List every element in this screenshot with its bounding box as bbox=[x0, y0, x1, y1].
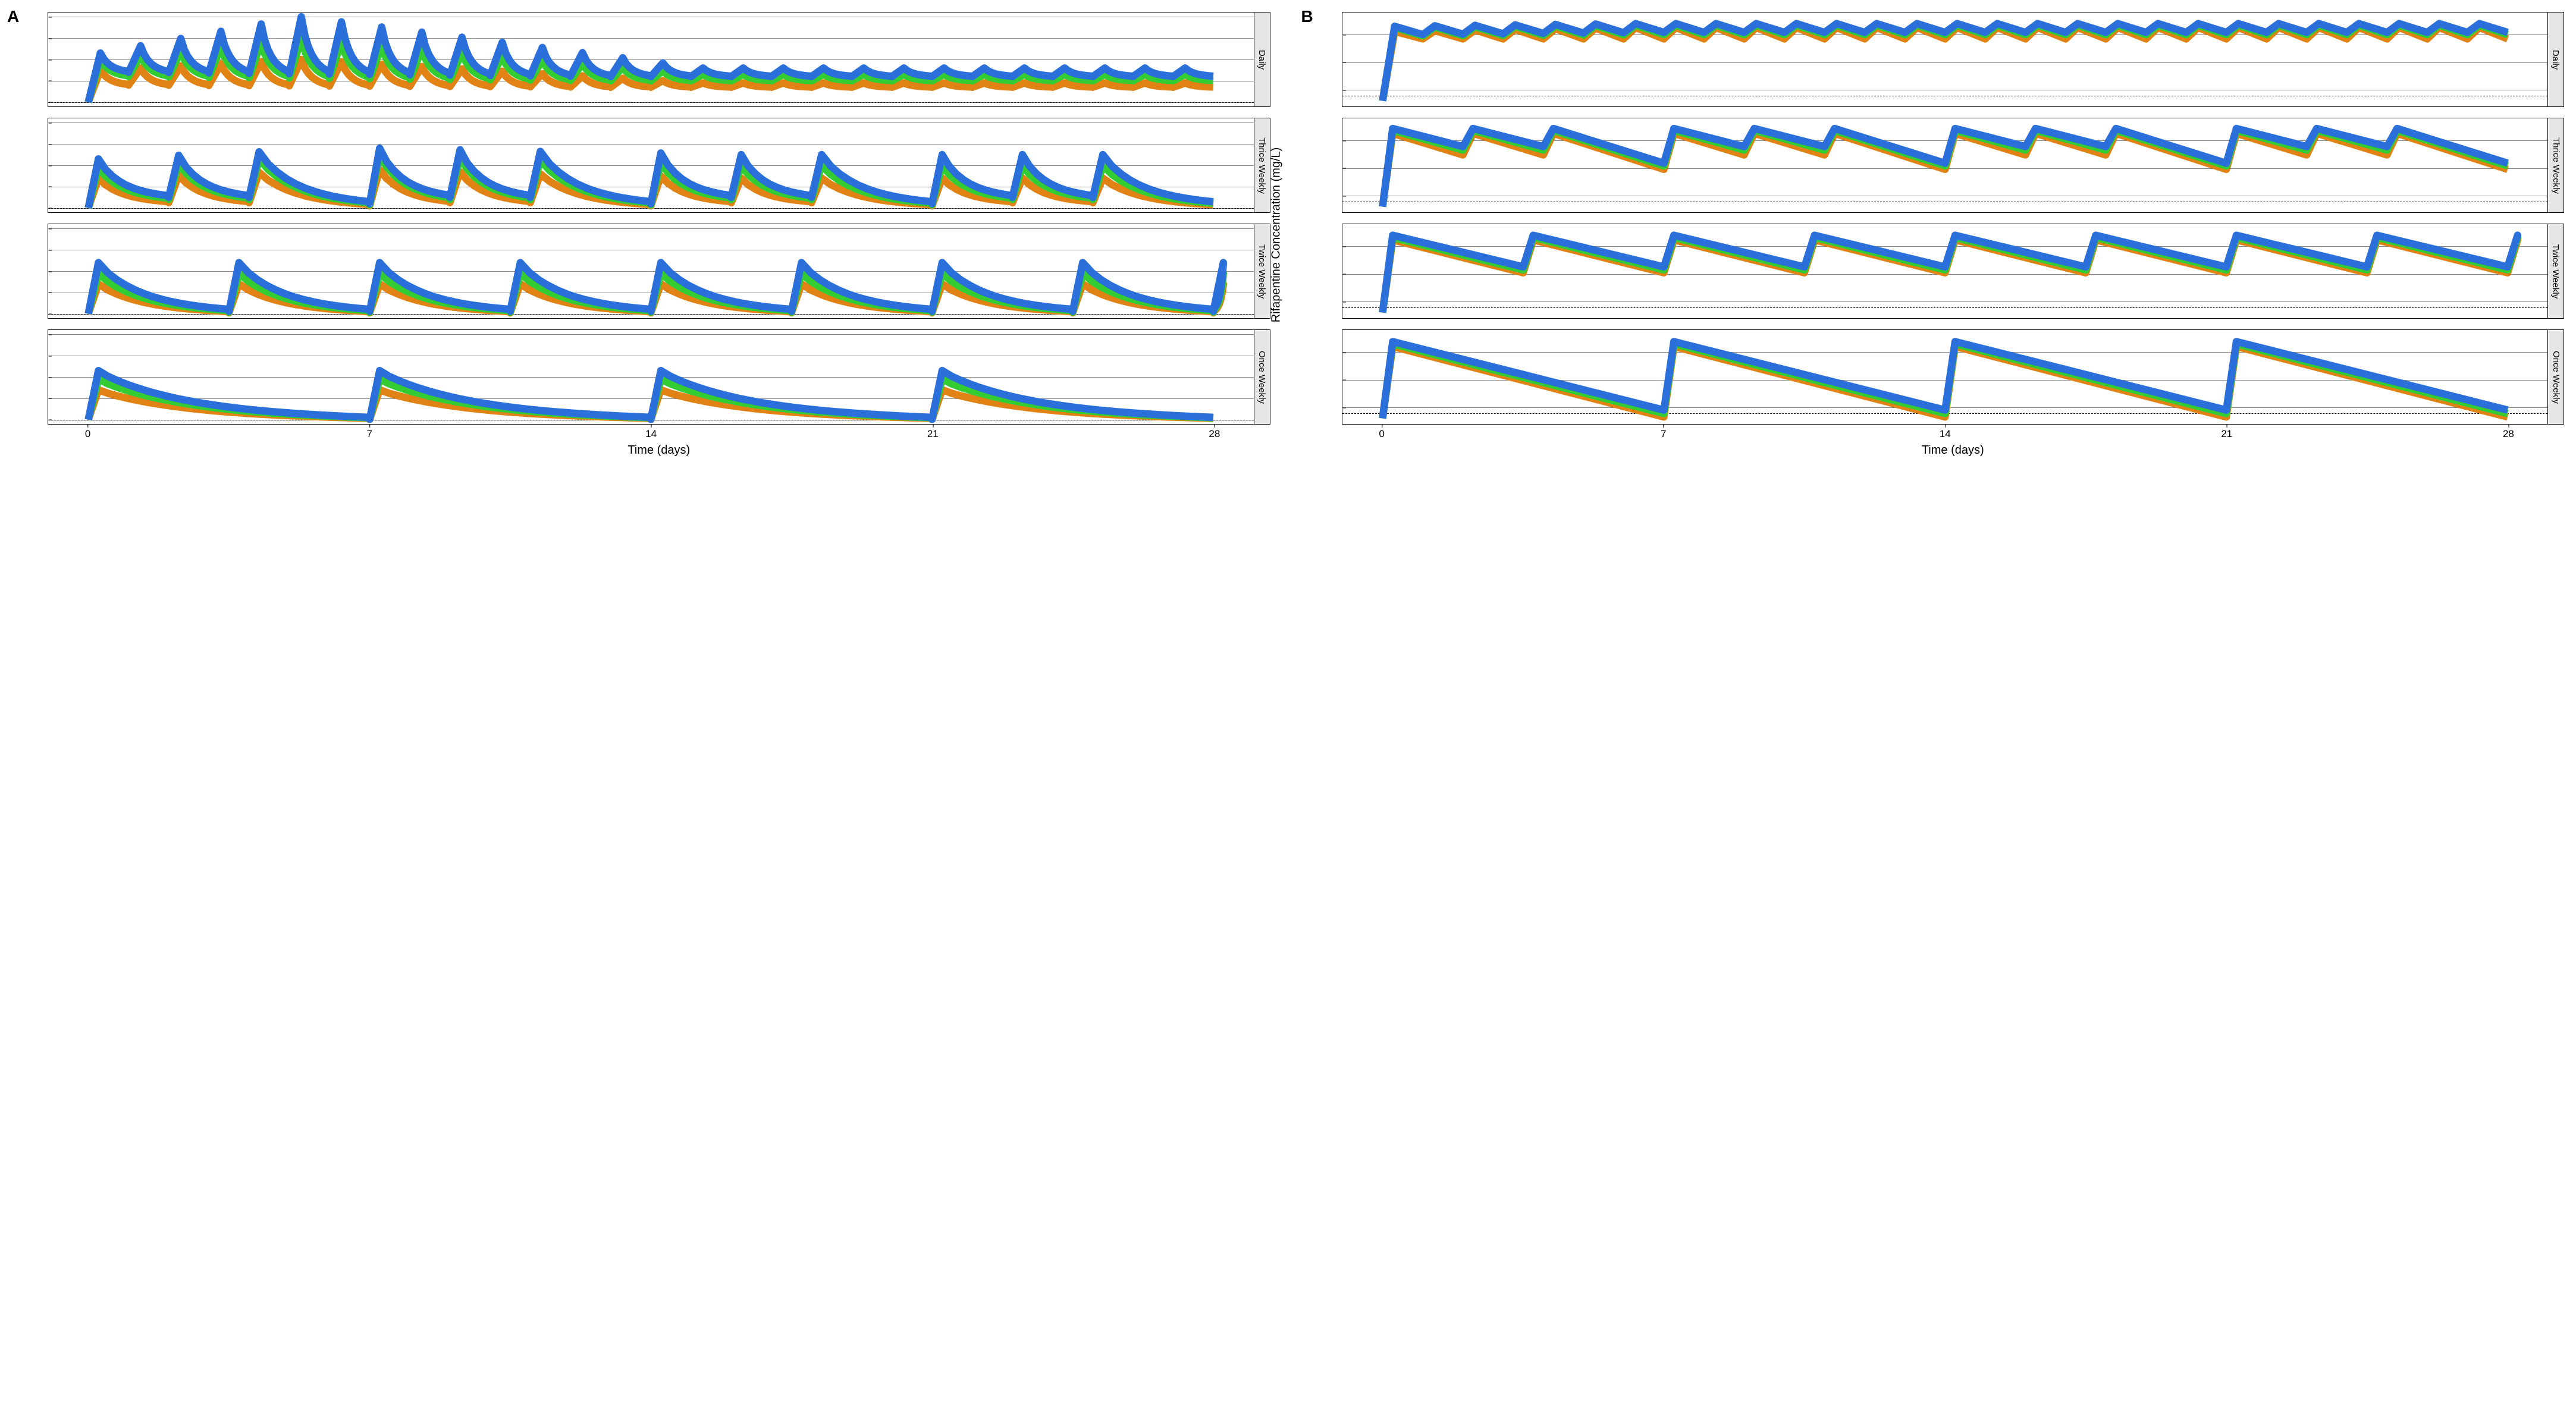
x-tick-label: 21 bbox=[2221, 428, 2232, 440]
series-high bbox=[1382, 342, 2508, 419]
strip-label: Daily bbox=[2548, 12, 2564, 107]
curves-svg bbox=[48, 12, 1254, 106]
strip-label-text: Twice Weekly bbox=[2551, 244, 2561, 298]
curves-svg bbox=[48, 118, 1254, 212]
curves-svg bbox=[48, 330, 1254, 424]
x-tick-label: 21 bbox=[927, 428, 939, 440]
x-axis-label: Time (days) bbox=[48, 444, 1270, 457]
x-tick-label: 14 bbox=[645, 428, 657, 440]
strip-label: Daily bbox=[1254, 12, 1270, 107]
column-A: ARifapentine Concentration (mg/L)0102030… bbox=[12, 12, 1270, 457]
series-low bbox=[1382, 133, 2508, 206]
panel: 010203040Daily bbox=[48, 12, 1270, 107]
strip-label-text: Once Weekly bbox=[2551, 351, 2561, 404]
plot-area: 0.11.010.0 bbox=[1342, 118, 2549, 213]
plot-area: 010203040 bbox=[48, 224, 1254, 319]
strip-label-text: Daily bbox=[2551, 49, 2561, 69]
x-tick-label: 28 bbox=[1209, 428, 1220, 440]
strip-label: Twice Weekly bbox=[1254, 224, 1270, 319]
plot-area: 010203040 bbox=[48, 118, 1254, 213]
plot-area: 0.11.010.0 bbox=[1342, 329, 2549, 425]
panel: 0.11.010.0Twice Weekly bbox=[1342, 224, 2565, 319]
curves-svg bbox=[48, 224, 1254, 318]
plot-area: 010203040 bbox=[48, 12, 1254, 107]
panel: 010203040Thrice Weekly bbox=[48, 118, 1270, 213]
x-axis-label: Time (days) bbox=[1342, 444, 2565, 457]
curves-svg bbox=[1342, 330, 2548, 424]
x-ticks: 0 7 14 21 28 bbox=[1342, 425, 2565, 441]
panel: 010203040Once Weekly bbox=[48, 329, 1270, 425]
panels-stack: 010203040Daily010203040Thrice Weekly0102… bbox=[48, 12, 1270, 425]
panel-letter: A bbox=[7, 7, 19, 26]
x-tick-label: 14 bbox=[1940, 428, 1951, 440]
figure-root: ARifapentine Concentration (mg/L)0102030… bbox=[12, 12, 2564, 457]
strip-label-text: Thrice Weekly bbox=[2551, 137, 2561, 194]
plot-area: 0.11.010.0 bbox=[1342, 12, 2549, 107]
panels-stack: 0.11.010.0Daily0.11.010.0Thrice Weekly0.… bbox=[1342, 12, 2565, 425]
curves-svg bbox=[1342, 12, 2548, 106]
panel: 0.11.010.0Daily bbox=[1342, 12, 2565, 107]
x-tick-label: 0 bbox=[85, 428, 90, 440]
column-B: BRifapentine Concentration (mg/L)0.11.01… bbox=[1306, 12, 2565, 457]
strip-label: Thrice Weekly bbox=[1254, 118, 1270, 213]
panel: 0.11.010.0Thrice Weekly bbox=[1342, 118, 2565, 213]
x-ticks: 0 7 14 21 28 bbox=[48, 425, 1270, 441]
x-tick-label: 0 bbox=[1379, 428, 1384, 440]
curves-svg bbox=[1342, 224, 2548, 318]
x-tick-label: 7 bbox=[366, 428, 372, 440]
panel: 0.11.010.0Once Weekly bbox=[1342, 329, 2565, 425]
strip-label-text: Thrice Weekly bbox=[1257, 137, 1267, 194]
plot-area: 0.11.010.0 bbox=[1342, 224, 2549, 319]
strip-label: Once Weekly bbox=[1254, 329, 1270, 425]
strip-label: Once Weekly bbox=[2548, 329, 2564, 425]
strip-label-text: Twice Weekly bbox=[1257, 244, 1267, 298]
panel-letter: B bbox=[1301, 7, 1313, 26]
x-tick-label: 28 bbox=[2503, 428, 2514, 440]
y-axis-label: Rifapentine Concentration (mg/L) bbox=[1269, 147, 1283, 322]
series-high bbox=[88, 148, 1213, 208]
series-low bbox=[1382, 27, 2508, 100]
strip-label: Twice Weekly bbox=[2548, 224, 2564, 319]
strip-label-text: Daily bbox=[1257, 49, 1267, 69]
strip-label-text: Once Weekly bbox=[1257, 351, 1267, 404]
strip-label: Thrice Weekly bbox=[2548, 118, 2564, 213]
curves-svg bbox=[1342, 118, 2548, 212]
panel: 010203040Twice Weekly bbox=[48, 224, 1270, 319]
x-tick-label: 7 bbox=[1661, 428, 1666, 440]
plot-area: 010203040 bbox=[48, 329, 1254, 425]
